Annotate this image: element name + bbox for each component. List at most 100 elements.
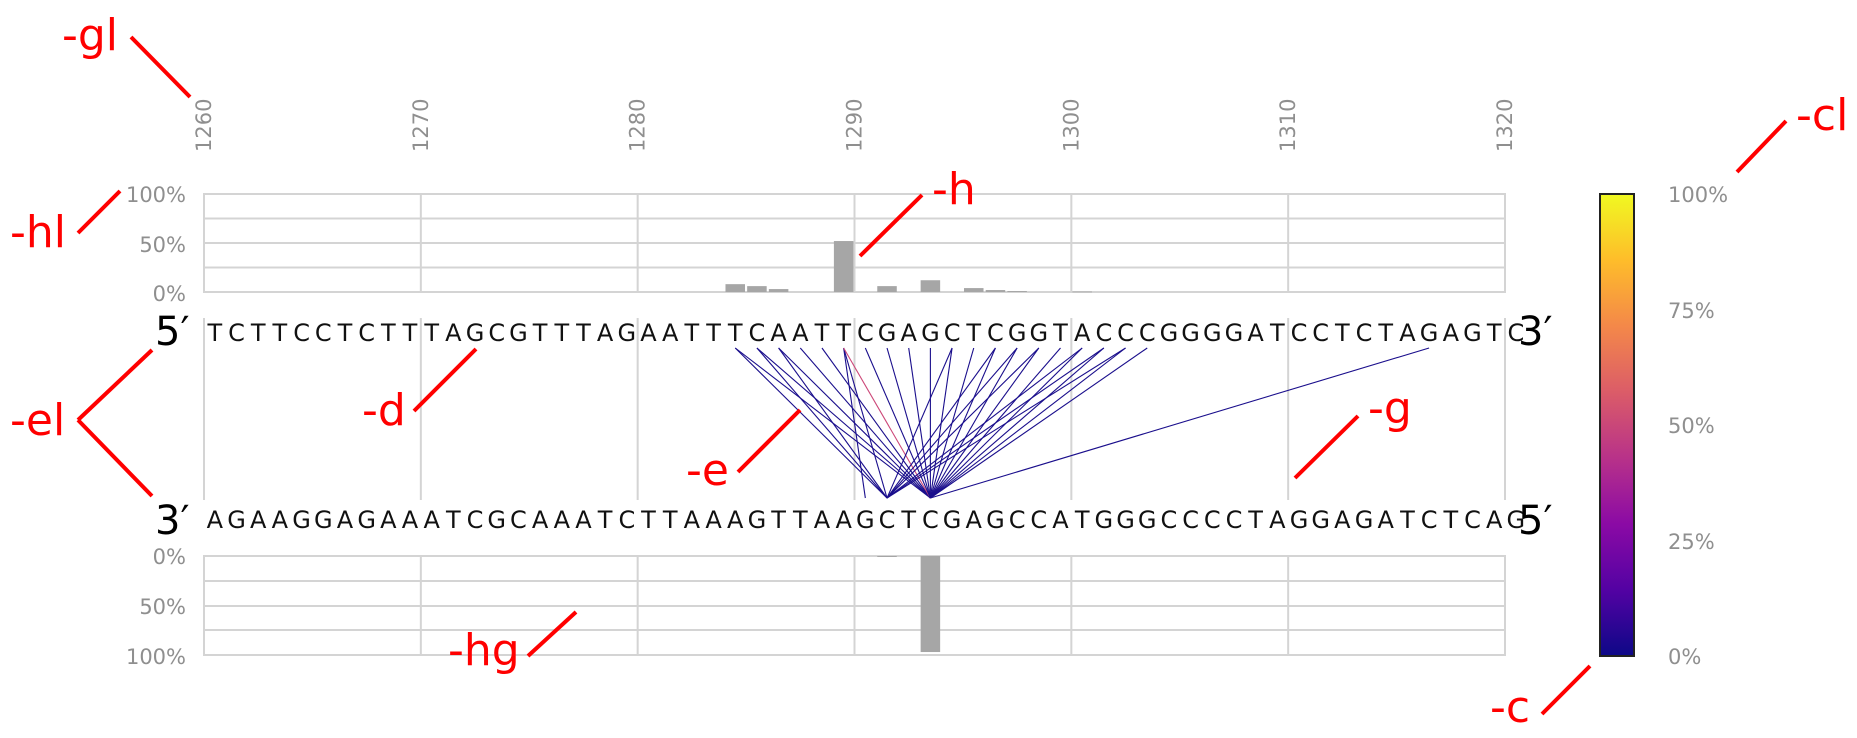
top-histogram-bar (1072, 291, 1092, 293)
nucleotide: C (358, 319, 375, 347)
nucleotide: A (727, 506, 744, 534)
connection-line (886, 347, 1105, 499)
nucleotide: G (1420, 319, 1439, 347)
nucleotide: A (402, 506, 419, 534)
nucleotide: G (1030, 319, 1049, 347)
nucleotide: G (1311, 506, 1330, 534)
nucleotide: C (1117, 319, 1134, 347)
annotation-g-pointer (1293, 414, 1360, 480)
nucleotide: G (1116, 506, 1135, 534)
nucleotide: C (1356, 319, 1373, 347)
nucleotide: A (1443, 319, 1460, 347)
nucleotide: G (509, 319, 528, 347)
connection-line (843, 347, 931, 499)
nucleotide: A (337, 506, 354, 534)
top-histogram-bar (833, 241, 854, 292)
annotation-h-pointer (858, 193, 924, 258)
nucleotide: G (466, 319, 485, 347)
connection-line (886, 347, 1040, 499)
connection-line (886, 347, 1126, 499)
nucleotide: A (835, 506, 852, 534)
bottom-histogram-bar (877, 556, 897, 557)
nucleotide: C (1226, 506, 1243, 534)
nucleotide: G (748, 506, 767, 534)
nucleotide: T (337, 319, 353, 347)
connection-line (734, 347, 888, 499)
top-percent-label-100: 100% (126, 183, 186, 207)
colorbar-label-50: 50% (1668, 414, 1715, 438)
connection-line (756, 347, 888, 499)
bottom-percent-label-100: 100% (126, 645, 186, 669)
nucleotide: A (640, 319, 657, 347)
nucleotide: G (1008, 319, 1027, 347)
position-tick-label: 1290 (843, 99, 867, 152)
top-histogram-bar (985, 290, 1006, 292)
nucleotide: T (597, 506, 613, 534)
nucleotide: C (922, 506, 939, 534)
nucleotide: C (1161, 506, 1178, 534)
nucleotide: G (986, 506, 1005, 534)
colorbar-label-75: 75% (1668, 299, 1715, 323)
nucleotide: A (662, 319, 679, 347)
nucleotide: T (402, 319, 418, 347)
nucleotide: A (423, 506, 440, 534)
nucleotide: A (1378, 506, 1395, 534)
connection-line (756, 347, 931, 499)
nucleotide: T (575, 319, 591, 347)
position-tick-label: 1310 (1276, 99, 1300, 152)
annotation-gl-pointer (129, 35, 192, 99)
top-histogram-vertical-grid (203, 194, 1506, 292)
position-tick-label: 1260 (192, 99, 216, 152)
nucleotide: C (1030, 506, 1047, 534)
nucleotide: G (314, 506, 333, 534)
nucleotide: A (554, 506, 571, 534)
position-axis-labels: 1260 1270 1280 1290 1300 1310 1320 (192, 99, 1517, 152)
position-tick-label: 1280 (626, 99, 650, 152)
connection-line (886, 347, 1083, 499)
position-tick-label: 1270 (409, 99, 433, 152)
top-histogram-bar (768, 289, 789, 292)
annotation-d: -d (362, 385, 406, 436)
colorbar (1599, 193, 1635, 657)
nucleotide: T (1074, 506, 1090, 534)
connection-line (886, 347, 953, 499)
annotation-hg-pointer (526, 610, 578, 658)
connection-line (843, 347, 888, 499)
nucleotide: A (1399, 319, 1416, 347)
nucleotide: G (1203, 319, 1222, 347)
nucleotide: C (749, 319, 766, 347)
connection-line (886, 347, 931, 499)
connection-line (930, 347, 1126, 499)
connection-line (930, 347, 1148, 499)
nucleotide: A (207, 506, 224, 534)
nucleotide: T (1247, 506, 1263, 534)
connection-line (864, 347, 931, 499)
nucleotide: T (1442, 506, 1458, 534)
nucleotide: A (1074, 319, 1091, 347)
annotation-gl: -gl (62, 10, 118, 61)
nucleotide: C (944, 319, 961, 347)
annotation-cl: -cl (1796, 90, 1848, 141)
nucleotide: G (1507, 506, 1526, 534)
nucleotide: C (488, 319, 505, 347)
nucleotide: T (1269, 319, 1285, 347)
nucleotide: T (770, 506, 786, 534)
nucleotide: A (1334, 506, 1351, 534)
annotation-g: -g (1368, 383, 1412, 434)
annotation-d-pointer (412, 347, 478, 413)
nucleotide: C (1291, 319, 1308, 347)
nucleotide: A (272, 506, 289, 534)
nucleotide: A (1269, 506, 1286, 534)
nucleotide: C (467, 506, 484, 534)
nucleotide: A (792, 319, 809, 347)
top-histogram-bar (964, 288, 984, 292)
bottom-strand-right-label: 5′ (1518, 498, 1553, 544)
position-tick-label: 1300 (1059, 99, 1083, 152)
annotations: -gl -hl -h -cl -el -d -e -g -hg -c (10, 10, 1848, 733)
nucleotide: C (1312, 319, 1329, 347)
top-histogram-bars (725, 241, 1092, 293)
nucleotide: A (380, 506, 397, 534)
nucleotide: G (1355, 506, 1374, 534)
nucleotide: T (640, 506, 656, 534)
nucleotide: G (1290, 506, 1309, 534)
